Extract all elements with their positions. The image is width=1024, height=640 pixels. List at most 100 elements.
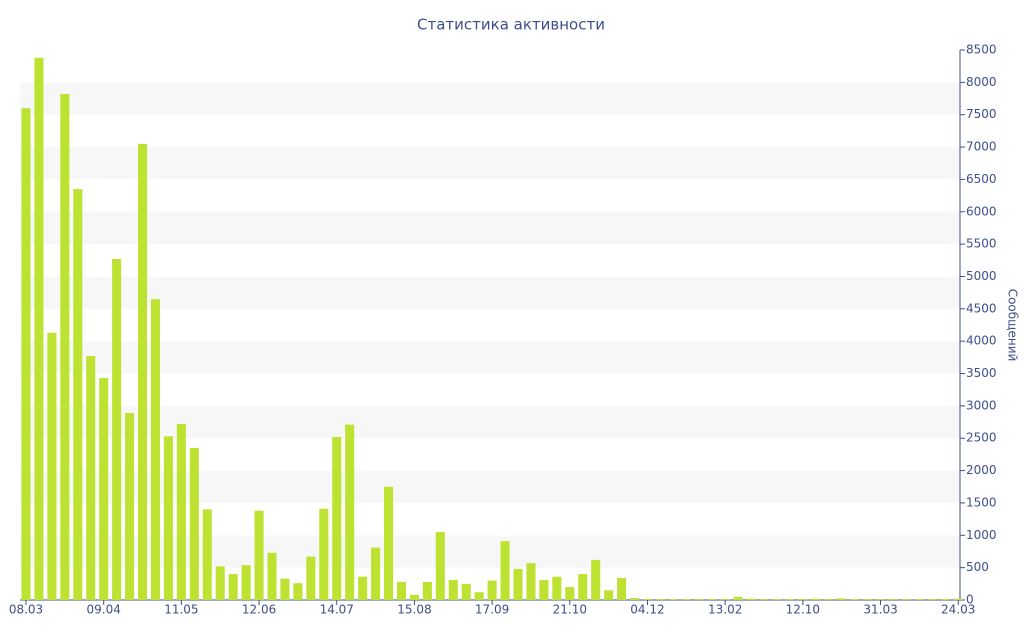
bar [150,299,161,600]
x-tick-label: 08.03 [9,603,43,617]
bar [34,57,44,600]
bar [850,599,860,600]
bar [137,143,148,600]
y-tick-label: 4000 [966,334,997,348]
bar [668,599,678,600]
bar [474,592,484,600]
y-tick-label: 8500 [966,43,997,57]
y-tick-label: 6500 [966,172,997,186]
y-tick-label: 0 [966,593,974,607]
bar [604,590,614,600]
x-tick-label: 14.07 [320,603,354,617]
bar [888,599,899,600]
x-tick-label: 09.04 [87,603,121,617]
y-tick-label: 2000 [966,463,997,477]
x-tick-label: 31.03 [863,603,897,617]
x-tick-label: 13.02 [708,603,742,617]
bar [953,598,963,600]
x-tick-label: 21.10 [553,603,587,617]
y-tick-label: 5500 [966,237,997,251]
y-tick-label: 1000 [966,528,997,542]
bar [371,547,381,600]
bar [409,594,419,600]
y-tick-label: 6000 [966,204,997,218]
x-tick-label: 04.12 [630,603,664,617]
bar [733,596,743,600]
bar [163,436,173,600]
y-axis-title: Сообщений [1006,289,1020,362]
bar [630,598,640,600]
bar [837,598,847,600]
x-tick-label: 24.03 [941,603,975,617]
bar [552,576,562,600]
bar [384,486,394,600]
bar [901,599,911,600]
chart-title: Статистика активности [417,16,605,34]
grid-band [20,211,960,245]
bar [681,599,691,600]
bar [565,587,575,600]
bar [73,189,83,600]
bar [241,565,251,600]
bar [876,599,886,600]
bar [319,508,329,600]
bar [448,579,458,600]
bar [927,599,937,600]
bar [396,581,407,600]
bar [785,599,795,600]
bar [345,424,355,600]
grid-band [20,535,960,568]
bar [591,559,601,600]
bar [21,108,31,600]
bar [655,599,665,600]
bar [824,599,834,600]
grid-band [20,405,960,439]
bar [940,599,950,600]
bar [435,532,445,600]
y-tick-label: 500 [966,560,989,574]
bar [707,599,717,600]
y-tick-label: 4500 [966,301,997,315]
bar [461,583,471,600]
bar [280,578,290,600]
bar [47,332,57,600]
bar [293,583,303,600]
y-tick-label: 7500 [966,107,997,121]
bar [254,510,264,600]
bar [306,556,316,600]
bar [86,356,96,600]
grid-band [20,82,960,115]
bar [228,574,238,600]
y-tick-label: 3000 [966,398,997,412]
y-tick-label: 3500 [966,366,997,380]
bar [500,541,510,600]
bar [746,598,756,600]
bar [578,574,588,600]
bar [267,552,277,600]
bar [215,566,225,600]
bar [112,259,122,600]
y-tick-label: 7000 [966,140,997,154]
bar [798,599,808,600]
bar [513,568,523,600]
bar [811,598,821,600]
bar [526,563,536,600]
y-tick-label: 5000 [966,269,997,283]
grid-band [20,341,960,374]
bar [189,447,199,600]
bar [694,599,704,600]
bar [176,424,186,600]
x-tick-label: 12.06 [242,603,276,617]
bar [914,599,924,600]
bar [202,509,212,600]
grid-band [20,276,960,309]
bar [642,599,653,600]
bar [617,578,627,600]
bar [125,413,135,600]
bar [422,581,432,600]
bar [332,436,342,600]
bar [720,599,730,600]
bar [99,378,109,600]
